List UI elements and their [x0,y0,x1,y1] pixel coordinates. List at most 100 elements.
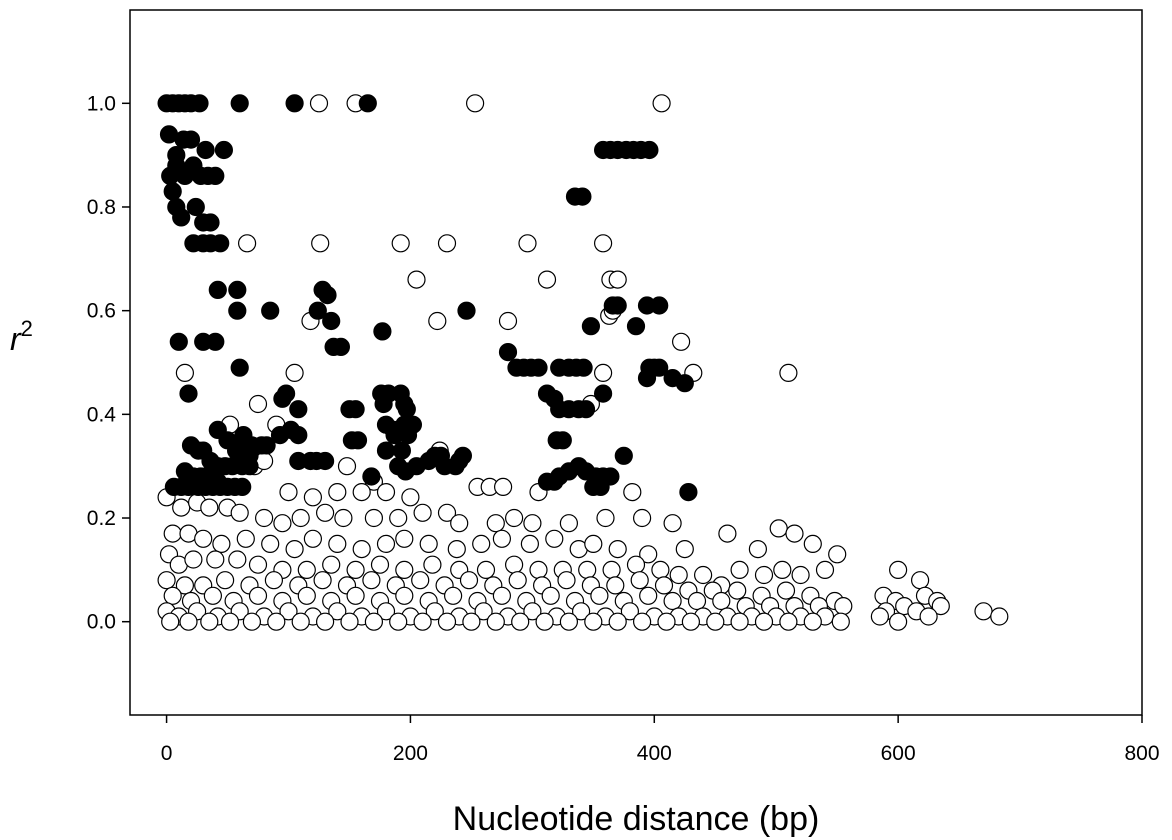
data-point-open [238,234,257,253]
data-point-open [681,612,701,631]
data-point-open [248,394,268,414]
data-point-open [316,503,335,522]
data-point-open [675,539,694,559]
data-point-open [376,483,396,502]
data-point-open [511,612,530,631]
y-tick-label: 0.8 [87,196,116,219]
data-point-open [472,534,491,554]
data-point-open [492,586,511,605]
data-point-open [242,612,261,631]
data-point-open [285,363,304,382]
x-tick-label: 400 [637,742,672,765]
data-point-open [267,612,286,631]
data-point-open [508,571,527,590]
data-point-open [466,94,485,113]
data-point-open [200,498,219,517]
data-point-filled [650,296,669,315]
y-tick-label: 0.2 [87,507,116,530]
data-point-open [779,363,798,382]
data-point-open [206,550,225,569]
data-point-open [828,545,847,564]
plot-frame [129,9,1143,716]
data-point-filled [348,431,368,450]
data-point-open [474,602,493,621]
data-point-open [718,524,737,543]
data-point-open [291,508,310,528]
data-point-filled [398,426,418,445]
data-point-filled [650,358,669,377]
data-point-open [303,488,322,507]
data-point-open [364,508,383,528]
data-point-open [590,586,609,605]
data-point-filled [211,234,230,253]
data-point-filled [206,166,225,185]
data-point-open [389,612,408,631]
data-point-open [608,612,627,631]
y-tick-label: 0.4 [87,403,117,426]
data-point-open [316,612,335,631]
data-point-open [450,514,469,533]
data-point-open [834,596,853,616]
data-point-open [228,550,247,569]
data-point-open [776,581,796,600]
data-point-filled [230,358,249,377]
data-point-filled [553,431,572,450]
data-point-filled [190,94,209,113]
data-point-open [910,571,930,590]
data-point-open [779,612,798,631]
data-point-open [623,483,642,502]
data-point-open [785,524,804,543]
data-point-open [362,571,381,590]
data-point-open [693,565,713,585]
data-point-open [401,488,420,507]
data-point-filled [186,197,205,217]
data-point-open [212,534,231,554]
data-point-open [459,571,479,590]
data-point-open [309,94,329,113]
data-point-filled [289,400,308,419]
data-point-open [492,529,511,548]
data-point-open [494,477,513,496]
data-point-open [671,332,691,351]
data-point-filled [228,301,247,320]
data-point-open [541,586,560,605]
data-point-open [352,483,371,502]
data-point-open [328,602,347,621]
data-point-open [297,586,316,605]
x-axis-label: Nucleotide distance (bp) [453,800,820,838]
data-point-open [279,483,298,502]
data-point-open [395,529,414,548]
data-point-filled [216,457,235,476]
data-point-open [376,534,396,554]
data-point-open [161,612,180,631]
data-point-open [606,576,625,595]
data-point-open [447,539,466,559]
data-point-open [791,565,810,585]
data-point-open [888,612,908,631]
data-point-open [545,529,564,548]
data-point-open [352,539,371,559]
y-tick-label: 0.0 [87,611,116,634]
data-point-open [291,612,310,631]
data-point-filled [201,213,220,232]
data-point-open [535,612,554,631]
data-point-filled [289,426,308,445]
data-point-filled [196,140,215,160]
data-point-open [663,591,682,611]
data-point-filled [392,441,411,460]
data-point-open [608,539,627,559]
data-point-filled [498,343,518,362]
data-point-open [370,555,390,574]
data-point-open [990,607,1009,626]
data-point-filled [529,358,548,377]
data-point-open [395,560,414,580]
data-point-open [346,560,365,580]
data-point-open [200,612,219,631]
data-point-filled [593,384,613,403]
data-point-open [407,270,426,289]
data-point-open [236,529,255,548]
data-point-filled [608,296,627,315]
data-point-open [831,612,850,631]
data-point-open [728,581,747,600]
data-point-open [486,612,505,631]
